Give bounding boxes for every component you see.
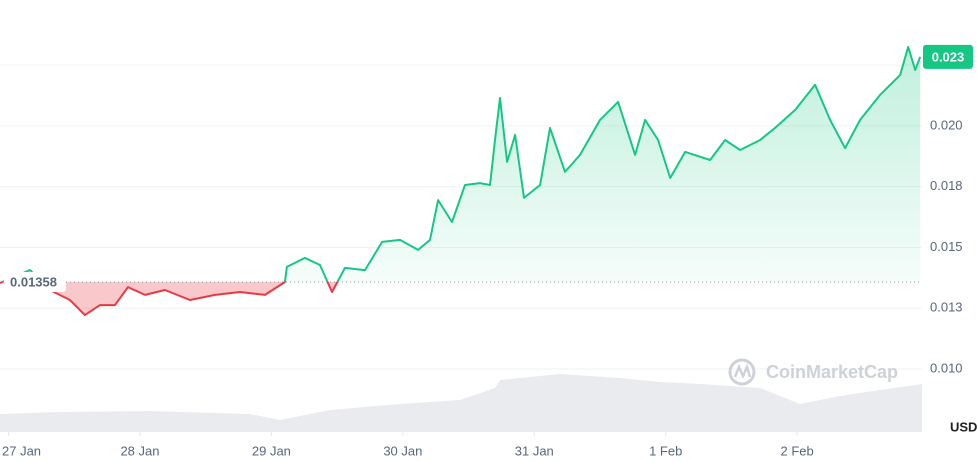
- x-tick-label: 2 Feb: [781, 443, 814, 458]
- price-tag-label: 0.023: [932, 49, 965, 64]
- price-line: [0, 45, 922, 317]
- price-area: [0, 46, 921, 316]
- plot: [0, 45, 922, 317]
- x-tick-label: 1 Feb: [649, 443, 682, 458]
- watermark-text: CoinMarketCap: [766, 362, 898, 382]
- y-tick-label: 0.013: [930, 300, 963, 315]
- watermark-logo: [728, 358, 756, 386]
- price-tag: [923, 44, 973, 69]
- y-tick-label: 0.010: [930, 360, 963, 375]
- baseline-label-box: [4, 272, 66, 293]
- x-tick-label: 30 Jan: [383, 443, 422, 458]
- watermark: CoinMarketCap: [728, 358, 898, 386]
- volume-area: [0, 374, 922, 432]
- y-tick-label: 0.020: [930, 117, 963, 132]
- y-tick-label: 0.015: [930, 239, 963, 254]
- baseline-label: 0.01358: [10, 274, 57, 289]
- x-tick-label: 28 Jan: [120, 443, 159, 458]
- y-tick-label: 0.018: [930, 178, 963, 193]
- watermark-logo-mark: [733, 363, 752, 380]
- x-tick-label: 27 Jan: [2, 443, 41, 458]
- currency-label: USD: [950, 419, 977, 434]
- x-tick-label: 29 Jan: [252, 443, 291, 458]
- x-tick-label: 31 Jan: [515, 443, 554, 458]
